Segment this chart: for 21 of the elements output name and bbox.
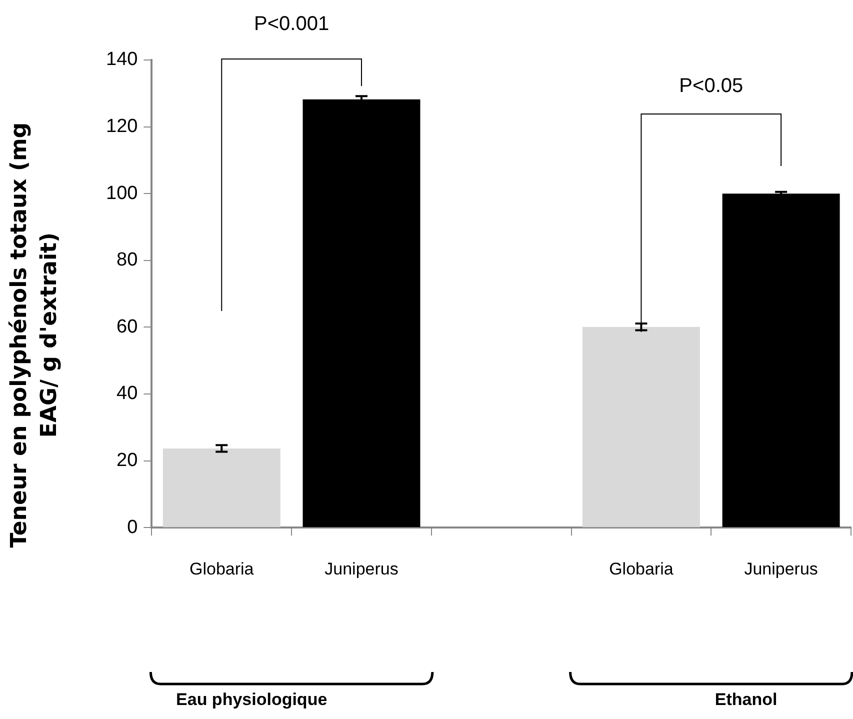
y-tick-label: 140 xyxy=(106,49,138,70)
y-axis-title: Teneur en polyphénols totaux (mg EAG/ g d'extrait) xyxy=(6,121,63,550)
text: Ethanol xyxy=(714,690,778,709)
x-tick-label: Juniperus xyxy=(324,559,398,578)
y-tick-label: 20 xyxy=(116,450,138,472)
annotation: P<0.05 xyxy=(679,75,744,97)
x-tick-label: Globaria xyxy=(190,559,254,578)
text: Eau physiologique xyxy=(176,690,328,709)
x-tick-label: Globaria xyxy=(609,559,674,578)
bar xyxy=(162,448,280,528)
y-tick-label: 40 xyxy=(116,383,138,404)
y-tick-label: 120 xyxy=(106,116,138,138)
bar xyxy=(582,326,700,528)
y-tick-label: 80 xyxy=(116,250,138,271)
x-tick-label: Juniperus xyxy=(744,559,818,578)
y-tick-label: 60 xyxy=(116,316,138,338)
bar xyxy=(722,194,840,528)
y-tick-label: 0 xyxy=(127,516,138,538)
bar xyxy=(302,99,420,528)
text: P<0.001 xyxy=(254,13,330,35)
y-tick-label: 100 xyxy=(106,182,138,204)
